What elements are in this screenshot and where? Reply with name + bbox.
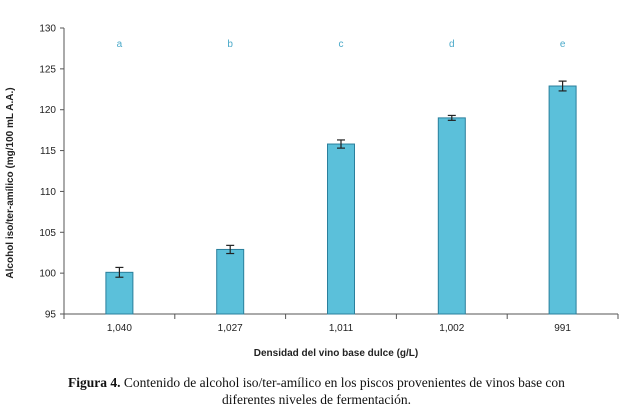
x-tick-label: 1,040 xyxy=(107,323,132,334)
x-tick-label: 1,011 xyxy=(329,323,354,334)
x-axis-title: Densidad del vino base dulce (g/L) xyxy=(254,348,418,359)
y-tick-label: 95 xyxy=(45,310,57,321)
caption-text-2: diferentes niveles de fermentación. xyxy=(222,392,411,407)
x-tick-label: 1,002 xyxy=(439,323,464,334)
caption-label: Figura 4. xyxy=(68,375,121,390)
y-tick-label: 100 xyxy=(39,269,56,280)
y-tick-label: 115 xyxy=(40,146,56,157)
y-tick-label: 105 xyxy=(39,228,56,239)
significance-letter: a xyxy=(117,39,123,50)
chart: 95 100 105 110 115 120 125 130 1,040 a 1,027 b 1,011… xyxy=(5,24,619,359)
caption-text: Contenido de alcohol iso/ter-amílico en … xyxy=(120,375,565,390)
plot-area: 95 100 105 110 115 120 125 130 1,040 a 1,027 b 1,011… xyxy=(5,24,619,359)
y-tick-label: 120 xyxy=(39,105,56,116)
x-tick-label: 991 xyxy=(554,323,571,334)
bar xyxy=(105,271,134,315)
bar xyxy=(216,248,245,315)
significance-letter: b xyxy=(227,39,233,50)
bar xyxy=(327,143,355,315)
significance-letter: d xyxy=(449,39,455,50)
figure-caption: Figura 4. Contenido de alcohol iso/ter-a… xyxy=(0,374,633,408)
y-axis-title: Alcohol iso/ter-amílico (mg/100 mL A.A.) xyxy=(5,87,16,278)
significance-letter: c xyxy=(339,39,344,50)
bar xyxy=(548,85,577,315)
y-tick-label: 125 xyxy=(39,64,56,75)
bar xyxy=(437,117,466,315)
y-tick-label: 130 xyxy=(39,24,56,35)
y-tick-label: 110 xyxy=(40,187,56,198)
x-tick-label: 1,027 xyxy=(218,323,243,334)
significance-letter: e xyxy=(560,39,566,50)
